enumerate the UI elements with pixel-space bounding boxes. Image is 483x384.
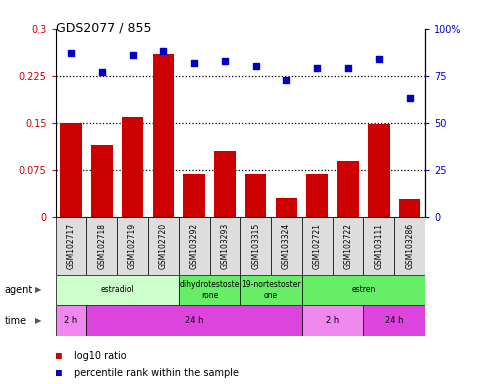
Bar [86, 305, 302, 336]
Text: ■: ■ [56, 368, 61, 378]
Text: GSM103111: GSM103111 [374, 223, 384, 269]
Bar [307, 174, 328, 217]
Bar [302, 305, 364, 336]
Text: GSM102720: GSM102720 [159, 223, 168, 269]
Point [128, 52, 136, 58]
Text: time: time [5, 316, 27, 326]
Bar [60, 123, 82, 217]
Text: 24 h: 24 h [385, 316, 403, 325]
Text: 2 h: 2 h [64, 316, 78, 325]
Text: GDS2077 / 855: GDS2077 / 855 [56, 21, 151, 34]
Text: 24 h: 24 h [185, 316, 203, 325]
Bar [302, 217, 333, 275]
Bar [302, 275, 425, 305]
Bar [56, 275, 179, 305]
Bar [56, 305, 86, 336]
Text: GSM103315: GSM103315 [251, 223, 260, 269]
Bar [153, 54, 174, 217]
Text: GSM103286: GSM103286 [405, 223, 414, 269]
Text: GSM103293: GSM103293 [220, 223, 229, 269]
Text: GSM102717: GSM102717 [67, 223, 75, 269]
Text: ▶: ▶ [35, 316, 41, 325]
Point [159, 48, 167, 55]
Text: GSM102718: GSM102718 [97, 223, 106, 269]
Bar [91, 145, 113, 217]
Bar [240, 275, 302, 305]
Text: estren: estren [351, 285, 376, 295]
Bar [276, 198, 297, 217]
Text: percentile rank within the sample: percentile rank within the sample [74, 368, 239, 378]
Text: GSM102722: GSM102722 [343, 223, 353, 269]
Bar [184, 174, 205, 217]
Bar [210, 217, 240, 275]
Bar [214, 151, 236, 217]
Bar [399, 199, 420, 217]
Text: dihydrotestoste
rone: dihydrotestoste rone [179, 280, 240, 300]
Bar [148, 217, 179, 275]
Bar [179, 275, 240, 305]
Point [344, 65, 352, 71]
Text: ▶: ▶ [35, 285, 41, 295]
Text: log10 ratio: log10 ratio [74, 351, 127, 361]
Text: agent: agent [5, 285, 33, 295]
Point [406, 95, 413, 101]
Bar [179, 217, 210, 275]
Point [190, 60, 198, 66]
Bar [364, 217, 394, 275]
Text: GSM102719: GSM102719 [128, 223, 137, 269]
Bar [245, 174, 267, 217]
Bar [86, 217, 117, 275]
Text: ■: ■ [56, 351, 61, 361]
Point [283, 76, 290, 83]
Text: GSM102721: GSM102721 [313, 223, 322, 269]
Point [313, 65, 321, 71]
Bar [240, 217, 271, 275]
Bar [122, 117, 143, 217]
Bar [394, 217, 425, 275]
Point [221, 58, 229, 64]
Bar [56, 217, 86, 275]
Point [98, 69, 106, 75]
Text: 2 h: 2 h [326, 316, 339, 325]
Point [252, 63, 259, 70]
Point [375, 56, 383, 62]
Bar [333, 217, 364, 275]
Point [67, 50, 75, 56]
Bar [271, 217, 302, 275]
Text: estradiol: estradiol [100, 285, 134, 295]
Bar [117, 217, 148, 275]
Bar [337, 161, 359, 217]
Text: GSM103324: GSM103324 [282, 223, 291, 269]
Bar [368, 124, 390, 217]
Bar [364, 305, 425, 336]
Text: 19-nortestoster
one: 19-nortestoster one [242, 280, 301, 300]
Text: GSM103292: GSM103292 [190, 223, 199, 269]
